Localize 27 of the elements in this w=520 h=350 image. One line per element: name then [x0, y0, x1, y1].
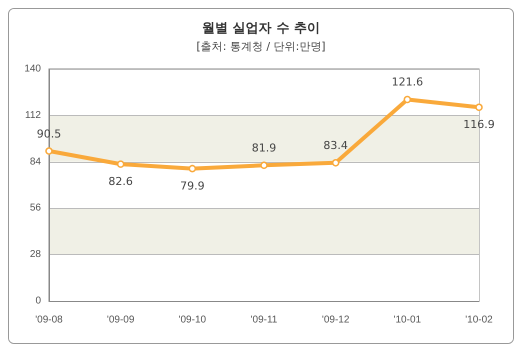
x-tick-label: '09-10	[178, 314, 207, 326]
point	[116, 160, 124, 168]
x-tick-label: '10-01	[394, 314, 422, 326]
x-tick-label: '09-12	[322, 314, 350, 326]
chart-subtitle: [출처: 통계청 / 단위:만명]	[196, 40, 326, 53]
y-tick-label: 28	[30, 249, 42, 260]
point	[404, 96, 412, 104]
y-tick-label: 0	[35, 296, 42, 306]
x-tick-label: '09-08	[35, 314, 64, 326]
point	[332, 159, 340, 167]
point	[475, 104, 483, 112]
y-tick-label: 140	[24, 64, 42, 74]
x-tick-label: '10-02	[465, 314, 494, 326]
point	[45, 147, 53, 155]
point	[188, 164, 196, 172]
data-label: 81.9	[252, 142, 276, 155]
chart-title: 월별 실업자 수 추이	[202, 21, 320, 36]
x-tick-label: '09-11	[250, 314, 278, 326]
data-label: 121.6	[392, 76, 424, 89]
y-tick-label: 84	[30, 156, 42, 168]
data-label: 82.6	[108, 174, 133, 188]
y-tick-label: 112	[25, 110, 42, 121]
data-label: 83.4	[323, 139, 348, 152]
point	[260, 162, 268, 170]
x-tick-label: '09-09	[106, 314, 135, 326]
y-tick-label: 56	[30, 202, 42, 214]
data-label: 79.9	[180, 179, 205, 192]
